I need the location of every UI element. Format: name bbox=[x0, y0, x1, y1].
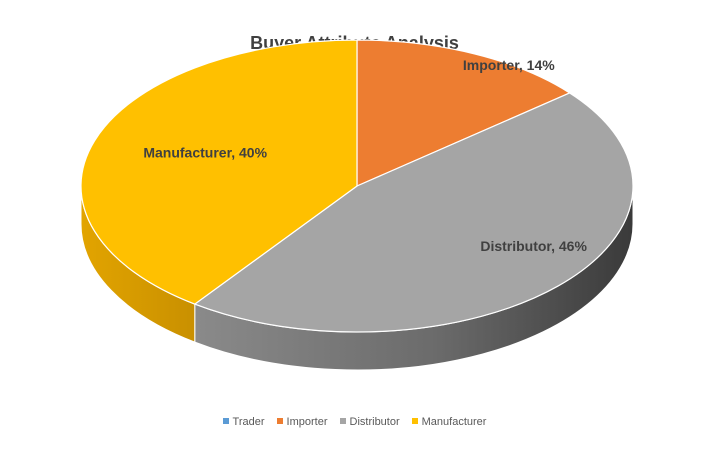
legend-swatch-importer bbox=[276, 418, 283, 425]
legend-item-importer: Importer bbox=[276, 416, 328, 428]
legend-swatch-distributor bbox=[339, 418, 346, 425]
pie-slice-importer bbox=[356, 39, 571, 187]
legend-label-distributor: Distributor bbox=[349, 416, 400, 428]
data-label-importer: Importer, 14% bbox=[463, 57, 555, 73]
legend-item-distributor: Distributor bbox=[339, 416, 400, 428]
data-label-distributor: Distributor, 46% bbox=[480, 238, 587, 254]
legend-swatch-trader bbox=[222, 418, 229, 425]
legend-item-trader: Trader bbox=[222, 416, 265, 428]
pie-slice-distributor bbox=[193, 92, 634, 333]
pie-slice-manufacturer bbox=[80, 39, 358, 305]
legend: Trader Importer Distributor Manufacturer bbox=[0, 416, 709, 428]
legend-item-manufacturer: Manufacturer bbox=[411, 416, 487, 428]
legend-label-importer: Importer bbox=[286, 416, 328, 428]
data-label-manufacturer: Manufacturer, 40% bbox=[143, 145, 267, 161]
legend-label-trader: Trader bbox=[232, 416, 265, 428]
legend-label-manufacturer: Manufacturer bbox=[421, 416, 487, 428]
legend-swatch-manufacturer bbox=[411, 418, 418, 425]
